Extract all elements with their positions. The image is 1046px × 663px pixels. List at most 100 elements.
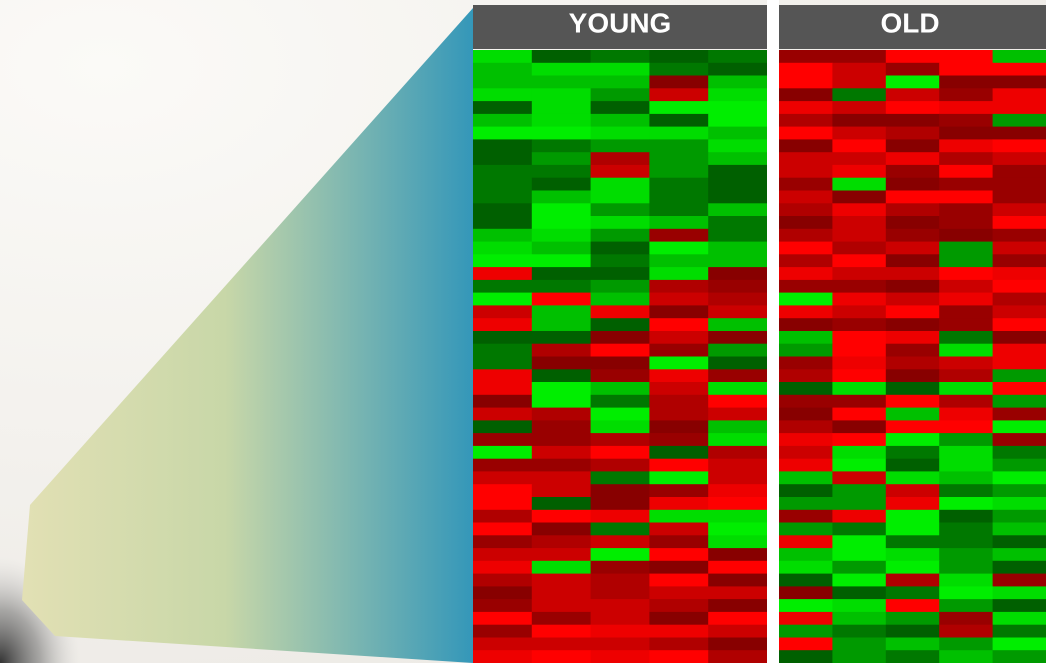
heatmap-cell (886, 574, 940, 587)
heatmap-cell (832, 114, 886, 127)
heatmap-cell (939, 446, 993, 459)
heatmap-cell (886, 318, 940, 331)
heatmap-cell (532, 638, 591, 651)
heatmap-cell (832, 497, 886, 510)
heatmap-cell (532, 586, 591, 599)
heatmap-cell (939, 625, 993, 638)
heatmap-cell (939, 638, 993, 651)
heatmap-cell (591, 471, 650, 484)
heatmap-cell (779, 216, 833, 229)
heatmap-cell (939, 331, 993, 344)
heatmap-cell (473, 165, 532, 178)
heatmap-cell (708, 318, 767, 331)
heatmap-cell (832, 242, 886, 255)
heatmap-cell (939, 433, 993, 446)
heatmap-cell (779, 152, 833, 165)
heatmap-cell (591, 267, 650, 280)
heatmap-cell (473, 382, 532, 395)
heatmap-cell (591, 408, 650, 421)
heatmap-cell (939, 599, 993, 612)
heatmap-cell (886, 267, 940, 280)
heatmap-cell (649, 152, 708, 165)
heatmap-cell (939, 139, 993, 152)
heatmap-cell (886, 101, 940, 114)
heatmap-cell (708, 101, 767, 114)
heatmap-cell (708, 165, 767, 178)
heatmap-cell (591, 114, 650, 127)
heatmap-cell (532, 331, 591, 344)
heatmap-cell (532, 523, 591, 536)
heatmap-cell (832, 191, 886, 204)
heatmap-cell (649, 599, 708, 612)
heatmap-cell (591, 344, 650, 357)
heatmap-cell (993, 242, 1046, 255)
heatmap-cell (649, 191, 708, 204)
heatmap-cell (649, 548, 708, 561)
heatmap-cell (591, 305, 650, 318)
heatmap-cell (886, 484, 940, 497)
heatmap-cell (532, 497, 591, 510)
heatmap-cell (708, 484, 767, 497)
heatmap-cell (532, 459, 591, 472)
heatmap-cell (708, 114, 767, 127)
heatmap-cell (993, 139, 1046, 152)
heatmap-cell (473, 76, 532, 89)
heatmap-cell (532, 280, 591, 293)
heatmap-cell (708, 433, 767, 446)
heatmap-cell (832, 63, 886, 76)
heatmap-cell (779, 638, 833, 651)
heatmap-cell (649, 331, 708, 344)
heatmap-cell (708, 191, 767, 204)
heatmap-cell (649, 229, 708, 242)
heatmap-cell (649, 523, 708, 536)
heatmap-cell (473, 395, 532, 408)
heatmap-cell (993, 267, 1046, 280)
heatmap-cell (779, 586, 833, 599)
heatmap-cell (473, 357, 532, 370)
heatmap-cell (591, 586, 650, 599)
heatmap-cell (779, 612, 833, 625)
heatmap-cell (779, 420, 833, 433)
heatmap-cell (993, 471, 1046, 484)
heatmap-cell (832, 408, 886, 421)
heatmap-cell (649, 484, 708, 497)
heatmap-cell (832, 510, 886, 523)
heatmap-cell (532, 344, 591, 357)
heatmap-cell (473, 318, 532, 331)
heatmap-cell (473, 127, 532, 140)
heatmap-cell (779, 625, 833, 638)
heatmap-cell (591, 459, 650, 472)
heatmap-cell (708, 625, 767, 638)
heatmap-cell (649, 50, 708, 63)
heatmap-cell (832, 638, 886, 651)
heatmap-cell (939, 523, 993, 536)
heatmap-cell (993, 318, 1046, 331)
heatmap-cell (649, 318, 708, 331)
heatmap-cell (591, 446, 650, 459)
heatmap-cell (993, 625, 1046, 638)
heatmap-cell (708, 242, 767, 255)
heatmap-cell (473, 650, 532, 663)
heatmap-cell (832, 548, 886, 561)
heatmap-cell (649, 267, 708, 280)
heatmap-cell (532, 471, 591, 484)
heatmap-cell (993, 408, 1046, 421)
heatmap-cell (993, 114, 1046, 127)
heatmap-cell (532, 612, 591, 625)
heatmap-cell (886, 535, 940, 548)
heatmap-cell (473, 574, 532, 587)
heatmap-cell (473, 293, 532, 306)
heatmap-cell (886, 63, 940, 76)
heatmap-cell (832, 599, 886, 612)
heatmap-cell (591, 433, 650, 446)
heatmap-cell (779, 650, 833, 663)
heatmap-cell (473, 535, 532, 548)
heatmap-cell (779, 344, 833, 357)
heatmap-cell (939, 88, 993, 101)
heatmap-cell (779, 114, 833, 127)
heatmap-cell (591, 139, 650, 152)
heatmap-cell (649, 139, 708, 152)
heatmap-cell (649, 344, 708, 357)
heatmap-cell (939, 101, 993, 114)
heatmap-cell (886, 165, 940, 178)
